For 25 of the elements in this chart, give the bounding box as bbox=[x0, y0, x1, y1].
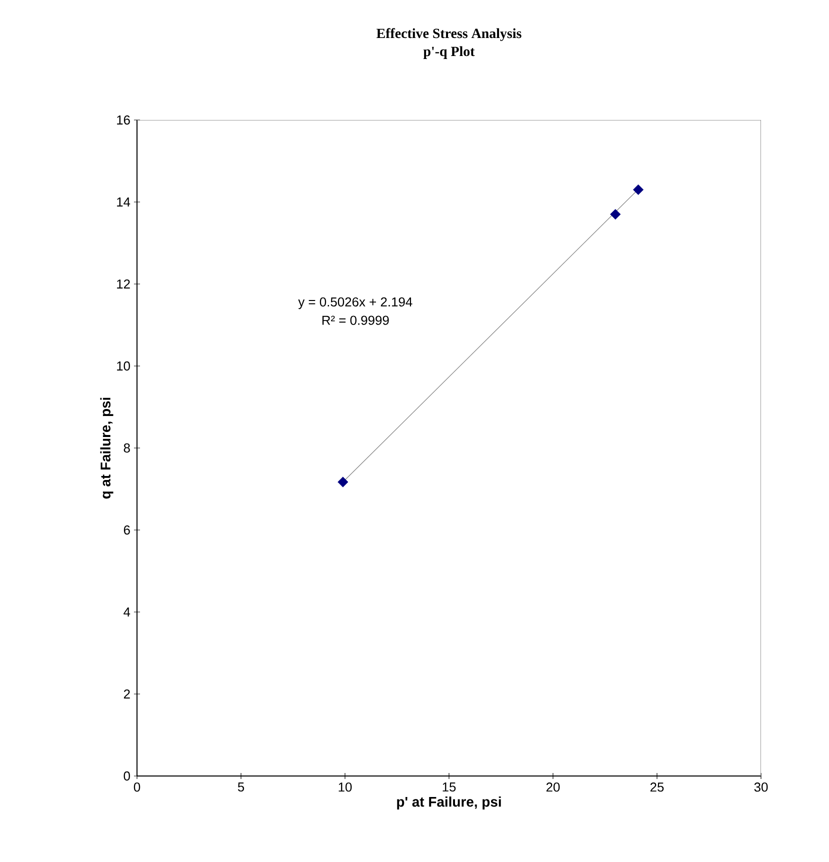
chart-title: Effective Stress Analysis bbox=[376, 28, 522, 42]
x-tick-label: 10 bbox=[338, 782, 352, 792]
y-tick-label: 8 bbox=[124, 443, 130, 453]
y-tick-label: 12 bbox=[117, 279, 130, 289]
point bbox=[632, 184, 644, 195]
x-tick-label: 0 bbox=[134, 782, 140, 792]
annotation: R² = 0.9999 bbox=[322, 316, 389, 325]
annotation: y = 0.5026x + 2.194 bbox=[298, 297, 412, 310]
point bbox=[610, 209, 621, 220]
chart-subtitle: p'-q Plot bbox=[423, 46, 475, 59]
x-tick-label: 15 bbox=[442, 782, 456, 792]
y-tick-label: 0 bbox=[124, 771, 130, 781]
x-axis-title: p' at Failure, psi bbox=[397, 796, 501, 810]
y-tick-label: 14 bbox=[117, 198, 130, 206]
x-tick-label: 20 bbox=[546, 782, 560, 792]
x-tick-label: 5 bbox=[238, 782, 244, 792]
x-tick-label: 25 bbox=[650, 782, 664, 792]
y-tick-label: 16 bbox=[117, 115, 130, 125]
y-axis-title: q at Failure, psi bbox=[100, 398, 114, 499]
y-tick-label: 10 bbox=[117, 361, 130, 371]
y-tick-label: 2 bbox=[124, 689, 130, 699]
y-tick-label: 4 bbox=[124, 608, 130, 616]
point bbox=[338, 476, 348, 488]
y-tick-label: 6 bbox=[124, 525, 130, 535]
x-tick-label: 30 bbox=[754, 782, 768, 792]
